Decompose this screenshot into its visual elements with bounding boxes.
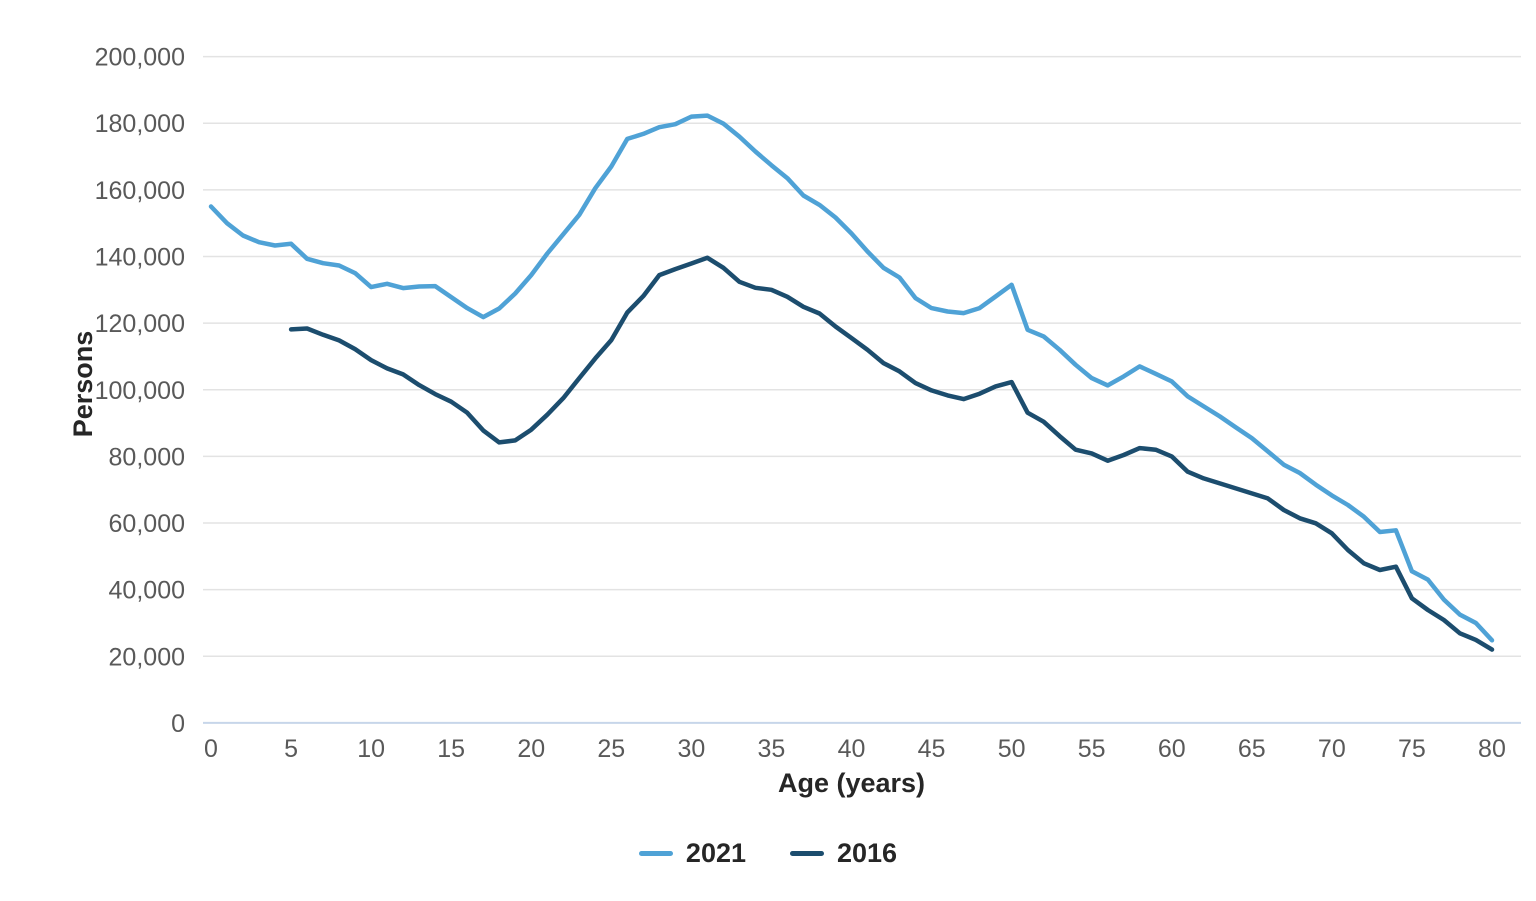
x-tick-label: 35 <box>758 735 786 763</box>
x-axis-title: Age (years) <box>777 768 926 798</box>
x-tick-label: 65 <box>1238 735 1266 763</box>
series-line-2016 <box>288 255 1495 652</box>
x-tick-label: 70 <box>1318 735 1346 763</box>
x-tick-label: 55 <box>1078 735 1106 763</box>
x-tick-label: 45 <box>918 735 946 763</box>
x-tick-label: 40 <box>838 735 866 763</box>
legend-swatch-2016 <box>790 851 824 856</box>
x-tick-label: 25 <box>597 735 625 763</box>
y-tick-label: 0 <box>171 710 185 738</box>
y-tick-label: 140,000 <box>95 243 185 271</box>
y-tick-label: 20,000 <box>109 643 185 671</box>
y-tick-label: 180,000 <box>95 110 185 138</box>
y-tick-label: 80,000 <box>109 443 185 471</box>
x-tick-label: 0 <box>204 735 218 763</box>
legend-item-2021[interactable]: 2021 <box>638 838 746 868</box>
y-tick-label: 100,000 <box>95 377 185 405</box>
x-tick-label: 75 <box>1398 735 1426 763</box>
x-tick-label: 30 <box>677 735 705 763</box>
series-line-2021 <box>208 113 1495 643</box>
legend-swatch-2021 <box>638 851 673 856</box>
x-tick-label: 15 <box>437 735 465 763</box>
x-tick-label: 60 <box>1158 735 1186 763</box>
legend-label-2016: 2016 <box>837 838 898 868</box>
y-tick-label: 200,000 <box>95 44 185 72</box>
x-tick-label: 50 <box>998 735 1026 763</box>
legend: 2021 2016 <box>0 840 1536 867</box>
y-tick-label: 120,000 <box>95 310 185 338</box>
y-tick-label: 160,000 <box>95 177 185 205</box>
legend-item-2016[interactable]: 2016 <box>790 840 897 867</box>
y-tick-label: 60,000 <box>109 510 185 538</box>
legend-label-2021: 2021 <box>685 838 746 868</box>
y-tick-label: 40,000 <box>109 577 185 605</box>
x-tick-label: 80 <box>1478 735 1506 763</box>
x-tick-label: 20 <box>517 735 545 763</box>
x-tick-label: 10 <box>357 735 385 763</box>
y-axis-title: Persons <box>67 330 98 438</box>
x-tick-label: 5 <box>284 735 298 763</box>
